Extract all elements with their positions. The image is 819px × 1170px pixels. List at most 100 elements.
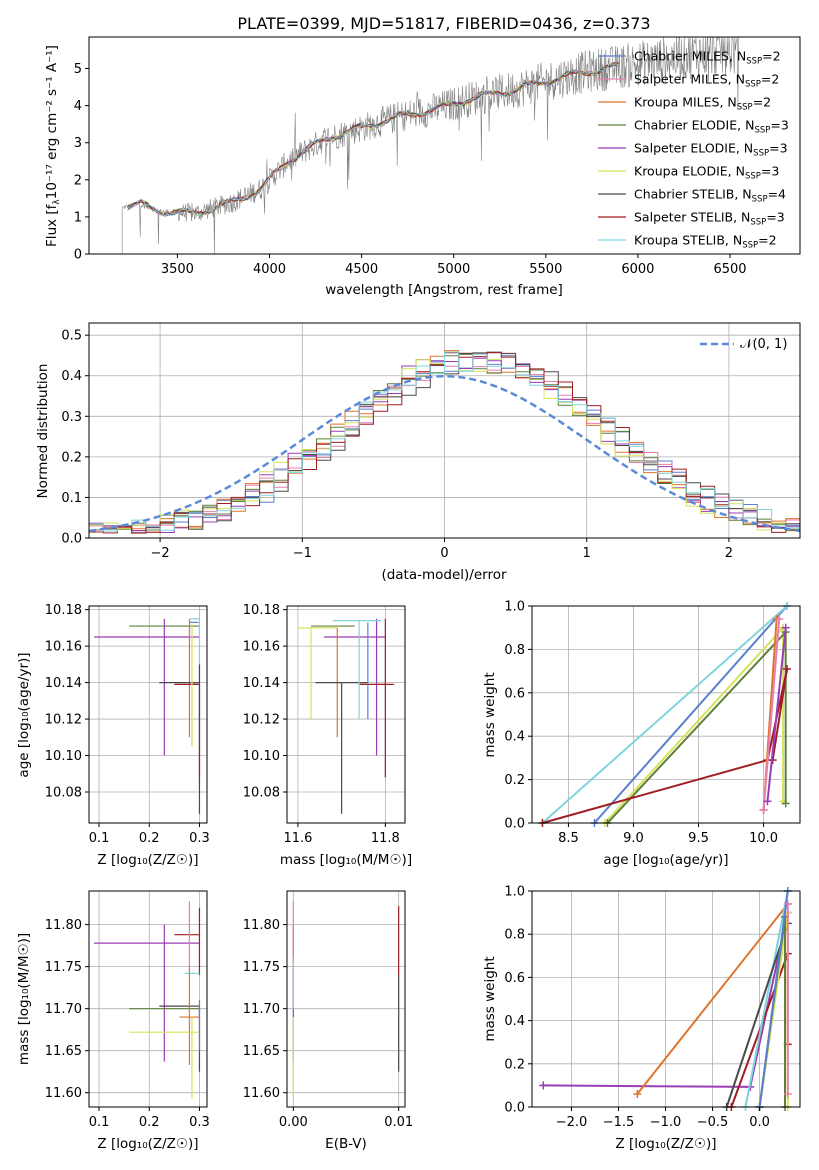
x-tick-label: 0.2 [139,831,160,846]
legend-label-main: Chabrier MILES, N [634,49,746,64]
legend-label-sub: SSP [754,126,770,136]
y-tick-label: 0.0 [504,1101,525,1116]
spectrum-ylabel: Flux [fλ10⁻¹⁷ erg cm⁻² s⁻¹ A⁻¹] [44,45,62,247]
weight-line-8 [541,605,788,824]
y-tick-label: 1.0 [504,600,525,615]
weight-line-0 [758,890,789,1108]
legend-label-tail: =3 [770,118,788,133]
weight-line-2 [636,903,789,1095]
legend-label-1: Salpeter MILES, NSSP=2 [634,72,779,90]
mass-vs-Z-ylabel: mass [log₁₀(M/M☉)] [16,933,32,1065]
age-vs-mass-xlabel: mass [log₁₀(M/M☉)] [280,852,412,868]
y-tick-label: 11.70 [45,1002,82,1017]
y-tick-label: 2 [74,173,82,188]
y-tick-label: 10.16 [243,640,280,655]
y-tick-label: 0.3 [61,410,82,425]
y-tick-label: 0.1 [61,491,82,506]
x-tick-label: 0.01 [384,1115,413,1130]
legend-label-3: Chabrier ELODIE, NSSP=3 [634,118,789,136]
y-tick-label: 0.4 [61,369,82,384]
y-tick-label: 0.5 [61,329,82,344]
legend-label-main: Kroupa MILES, N [634,95,737,110]
mass-vs-Z-errorbars [94,901,201,1099]
figure-title: PLATE=0399, MJD=51817, FIBERID=0436, z=0… [237,14,650,33]
histogram-8 [88,351,801,538]
y-tick-label: 11.65 [243,1044,280,1059]
weight-line-4 [766,627,787,802]
y-tick-label: 11.60 [243,1086,280,1101]
legend-label-2: Kroupa MILES, NSSP=2 [634,95,771,113]
legend-label-tail: =2 [761,72,779,87]
x-tick-label: 0.1 [89,831,110,846]
weight-line-6 [725,923,789,1108]
weight-vs-age-axes-frame [531,605,801,824]
residuals-panel: −2 −1 0 1 2 0.0 0.1 0.2 0.3 0.4 0.5 (data-model)/e… [35,322,801,583]
legend-label-main: Salpeter MILES, N [634,72,745,87]
x-tick-label: 4500 [345,262,378,277]
y-tick-label: 11.70 [243,1002,280,1017]
age-vs-Z-axes-frame [88,605,208,824]
y-tick-label: 0.6 [504,686,525,701]
x-tick-label: 10.0 [749,831,778,846]
x-tick-label: 3500 [161,262,194,277]
x-tick-label: 0.2 [139,1115,160,1130]
x-tick-label: −0.5 [697,1115,729,1130]
y-tick-label: 11.75 [45,960,82,975]
legend-label-5: Kroupa ELODIE, NSSP=3 [634,164,779,182]
legend-label-main: Salpeter STELIB, N [634,210,750,225]
y-tick-label: 0.8 [504,643,525,658]
legend-label-tail: =2 [762,49,780,64]
y-tick-label: 10.18 [45,603,82,618]
legend-label-sub: SSP [745,80,761,90]
y-tick-label: 10.08 [243,786,280,801]
x-tick-label: 5000 [437,262,470,277]
model-spectrum-line-3 [127,61,619,216]
mass-vs-Z-panel: 0.1 0.2 0.3 11.60 11.65 11.70 11.75 11.80 Z [lo… [16,890,210,1152]
legend-label-tail: =3 [769,141,787,156]
weight-line-0 [593,605,788,824]
y-tick-label: 0.0 [504,817,525,832]
y-tick-label: 3 [74,136,82,151]
legend-label-sub: SSP [752,195,768,205]
x-tick-label: 2 [725,546,733,561]
residuals-ylabel: Normed distribution [35,364,51,499]
legend-label-sub: SSP [745,172,761,182]
legend-label-tail: =3 [766,210,784,225]
x-tick-label: 0.0 [749,1115,770,1130]
spectrum-lines [121,36,740,255]
y-tick-label: 4 [74,99,82,114]
legend-label-tail: =3 [761,164,779,179]
y-tick-label: 10.12 [243,713,280,728]
y-tick-label: 10.18 [243,603,280,618]
y-tick-label: 11.75 [243,960,280,975]
legend-label-tail: =2 [753,95,771,110]
y-tick-label: 0.2 [61,450,82,465]
legend-label-8: Kroupa STELIB, NSSP=2 [634,233,777,251]
weight-vs-age-panel: 8.5 9.0 9.5 10.0 0.0 0.2 0.4 0.6 0.8 1.0 age [log… [482,600,801,868]
x-tick-label: −2 [151,546,170,561]
normal-curve-line [88,374,801,533]
y-tick-label: 10.16 [45,640,82,655]
weight-vs-Z-xlabel: Z [log₁₀(Z/Z☉)] [615,1136,716,1152]
legend-label-tail: =4 [768,187,786,202]
legend-label-main: Kroupa ELODIE, N [634,164,745,179]
x-tick-label: 0.3 [189,1115,210,1130]
legend-label-main: Kroupa STELIB, N [634,233,742,248]
x-tick-label: −1.0 [650,1115,682,1130]
legend-label-main: Salpeter ELODIE, N [634,141,753,156]
x-tick-label: 6000 [621,262,654,277]
y-tick-label: 10.10 [45,749,82,764]
x-tick-label: 0.3 [189,831,210,846]
y-tick-label: 0.4 [504,1014,525,1029]
x-tick-label: 0.00 [279,1115,308,1130]
weight-vs-age-ylabel: mass weight [482,672,498,757]
x-tick-label: 11.8 [371,831,400,846]
x-tick-label: 6500 [713,262,746,277]
y-tick-label: 1.0 [504,885,525,900]
y-tick-label: 11.60 [45,1086,82,1101]
y-tick-label: 10.14 [243,676,280,691]
legend-label-sub: SSP [750,218,766,228]
legend-label-0: Chabrier MILES, NSSP=2 [634,49,781,67]
